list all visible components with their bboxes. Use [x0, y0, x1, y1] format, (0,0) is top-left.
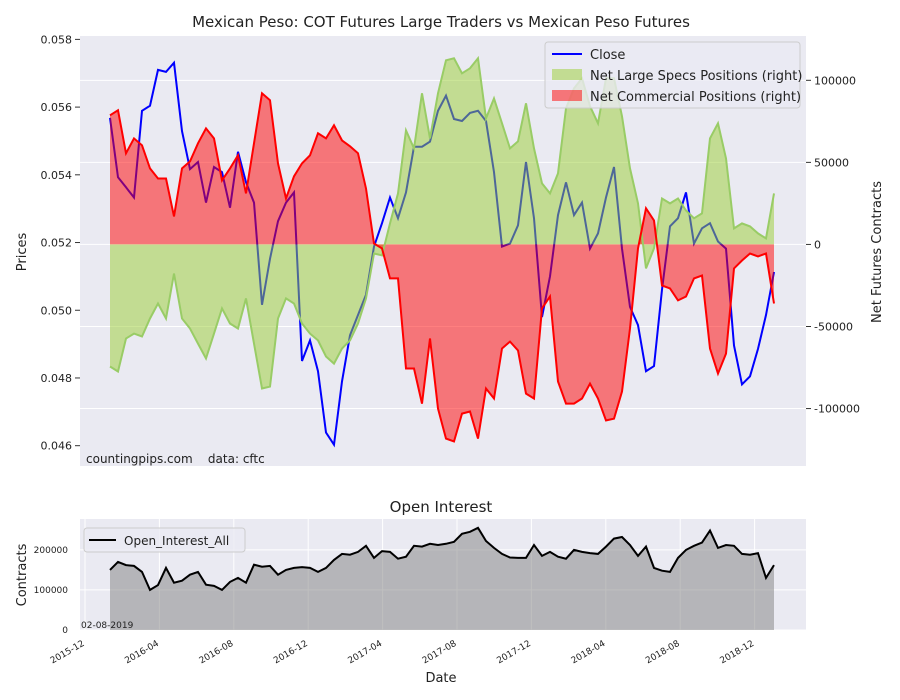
net-large-specs-line	[109, 55, 775, 390]
date-tick-label: 2017-12	[495, 639, 533, 666]
date-tick-label: 2017-08	[421, 639, 459, 667]
left-axis-label: Prices	[15, 233, 30, 272]
legend-commercial-swatch	[552, 90, 582, 101]
legend-close-label: Close	[590, 48, 625, 63]
left-tick-label: 0.046	[41, 440, 73, 453]
open-interest-area	[110, 527, 774, 630]
contracts-axis-label: Contracts	[15, 543, 30, 606]
date-tick-label: 2018-08	[644, 639, 682, 667]
price-legend: Close Net Large Specs Positions (right) …	[544, 41, 802, 109]
left-tick-label: 0.056	[41, 101, 73, 114]
right-tick-label: -100000	[814, 403, 860, 416]
report-date-annotation: 02-08-2019	[81, 621, 134, 631]
legend-specs-label: Net Large Specs Positions (right)	[590, 69, 802, 84]
date-axis-label: Date	[425, 671, 456, 686]
right-tick-label: 0	[814, 238, 821, 251]
left-tick-label: 0.058	[41, 33, 73, 46]
date-tick-label: 2016-04	[123, 639, 161, 667]
right-axis-label: Net Futures Contracts	[870, 181, 885, 323]
legend-specs-swatch	[552, 69, 582, 80]
left-tick-label: 0.048	[41, 372, 73, 385]
main-chart-title: Mexican Peso: COT Futures Large Traders …	[192, 13, 690, 31]
date-tick-label: 2016-08	[198, 639, 236, 667]
net-large-specs-area	[110, 58, 774, 389]
date-tick-label: 2018-04	[570, 639, 608, 667]
source-annotation: countingpips.com data: cftc	[86, 452, 265, 466]
left-tick-label: 0.050	[41, 304, 73, 317]
legend-open-interest-label: Open_Interest_All	[124, 534, 229, 548]
net-commercial-area	[110, 93, 774, 442]
date-tick-label: 2015-12	[49, 639, 87, 666]
left-tick-label: 0.052	[41, 237, 73, 250]
date-tick-label: 2017-04	[347, 639, 385, 667]
open-interest-title: Open Interest	[390, 498, 493, 516]
left-tick-label: 0.054	[41, 169, 73, 182]
oi-y-tick-label: 100000	[34, 586, 69, 596]
open-interest-legend: Open_Interest_All	[83, 527, 246, 553]
date-tick-label: 2018-12	[719, 639, 757, 666]
open-interest-line	[109, 526, 775, 592]
oi-y-tick-label: 200000	[34, 546, 69, 556]
right-tick-label: -50000	[814, 320, 853, 333]
date-tick-label: 2016-12	[272, 639, 310, 666]
right-tick-label: 50000	[814, 156, 849, 169]
legend-commercial-label: Net Commercial Positions (right)	[590, 90, 801, 105]
right-tick-label: 100000	[814, 74, 856, 87]
oi-y-tick-label: 0	[62, 626, 68, 636]
net-commercial-line	[109, 91, 775, 443]
